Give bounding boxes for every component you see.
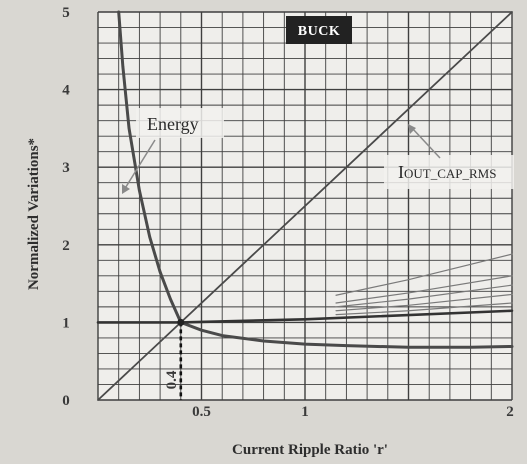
series-line-energy bbox=[117, 10, 514, 349]
iout-arrow bbox=[411, 127, 441, 159]
chart-title: BUCK bbox=[298, 24, 340, 39]
r-0.4-label: 0.4 bbox=[164, 370, 180, 389]
series-line-4 bbox=[335, 275, 513, 304]
x-tick-label: 2 bbox=[506, 404, 514, 420]
y-tick-label: 3 bbox=[62, 160, 70, 176]
energy-arrow-head bbox=[122, 184, 130, 194]
marks-group bbox=[177, 318, 185, 400]
series-line-2 bbox=[96, 309, 514, 324]
series-line-6 bbox=[335, 293, 513, 312]
iout-label: IOUT_CAP_RMS bbox=[398, 162, 496, 182]
x-axis-title: Current Ripple Ratio 'r' bbox=[232, 442, 388, 458]
x-tick-label: 0.5 bbox=[192, 404, 211, 420]
series-group bbox=[96, 10, 514, 401]
y-tick-label: 2 bbox=[62, 238, 70, 254]
y-tick-label: 5 bbox=[62, 5, 70, 21]
series-line-7 bbox=[335, 302, 513, 316]
y-axis-title: Normalized Variations* bbox=[26, 138, 42, 290]
energy-label: Energy bbox=[147, 114, 199, 134]
iout-arrow-head bbox=[408, 124, 416, 134]
x-tick-label: 1 bbox=[301, 404, 309, 420]
title-badge bbox=[286, 16, 352, 44]
series-line-iout-cap-rms bbox=[97, 11, 513, 401]
y-tick-label: 1 bbox=[62, 315, 70, 331]
series-line-5 bbox=[335, 284, 513, 308]
energy-label-box bbox=[136, 108, 224, 138]
energy-arrow bbox=[123, 139, 156, 191]
iout-label-box bbox=[384, 155, 514, 189]
y-tick-label: 4 bbox=[62, 83, 70, 99]
series-line-3 bbox=[335, 253, 513, 296]
intersection-point bbox=[177, 318, 185, 326]
y-tick-label: 0 bbox=[62, 393, 70, 409]
tick-labels: 0 1 2 3 4 5 0.5 1 2 bbox=[62, 5, 514, 420]
